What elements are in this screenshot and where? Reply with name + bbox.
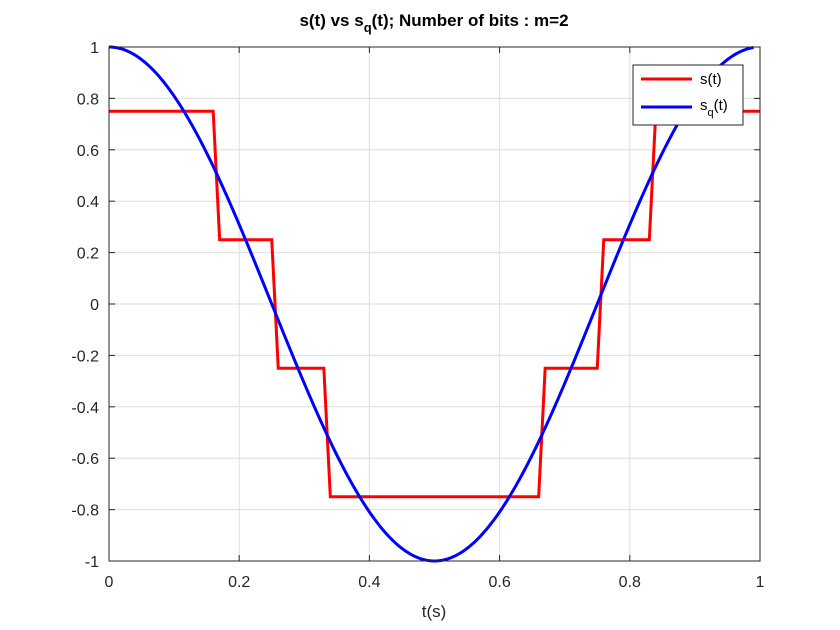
series-line-s [109, 109, 760, 499]
legend-label-sq: sq(t) [700, 97, 728, 119]
x-tick-label: 0.4 [358, 574, 380, 591]
title-subscript: q [364, 20, 372, 35]
chart-title: s(t) vs sq(t); Number of bits : m=2 [299, 11, 568, 35]
legend-box [632, 64, 744, 126]
legend-label-s: s(t) [700, 71, 722, 88]
y-tick-label: -1 [85, 554, 99, 571]
y-tick-label: 0.4 [77, 194, 99, 211]
x-tick-label: 0.6 [488, 574, 510, 591]
grid [108, 46, 761, 562]
x-tick-label: 0 [105, 574, 114, 591]
y-tick-label: -0.2 [71, 348, 99, 365]
x-tick-label: 1 [756, 574, 765, 591]
y-tick-label: -0.6 [71, 451, 99, 468]
x-tick-label: 0.8 [619, 574, 641, 591]
legend: s(t) sq(t) [632, 64, 744, 126]
y-tick-label: 0.6 [77, 143, 99, 160]
x-tick-label: 0.2 [228, 574, 250, 591]
y-tick-label: -0.4 [71, 400, 99, 417]
y-tick-label: 0.2 [77, 246, 99, 263]
x-axis-label: t(s) [422, 602, 447, 621]
y-tick-label: -0.8 [71, 503, 99, 520]
tick-layer: 0 0.2 0.4 0.6 0.8 1 -1 -0.8 -0.6 -0.4 -0.2 0 0.2 0.4 0… [71, 40, 764, 591]
y-tick-label: 1 [90, 40, 99, 57]
y-tick-label: 0.8 [77, 91, 99, 108]
y-tick-label: 0 [90, 297, 99, 314]
